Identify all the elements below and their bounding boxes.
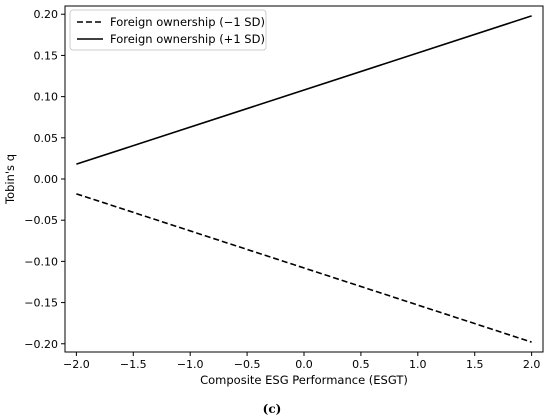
legend: Foreign ownership (−1 SD) Foreign ownersh… — [69, 9, 267, 51]
y-axis-label: Tobin's q — [3, 154, 17, 205]
x-tick-label: 0.0 — [295, 358, 313, 371]
x-tick-label: −1.5 — [120, 358, 147, 371]
x-axis: −2.0 −1.5 −1.0 −0.5 0.0 0.5 1.0 1.5 2.0 — [63, 352, 540, 371]
legend-box — [69, 9, 267, 51]
y-tick-label: −0.10 — [24, 255, 58, 268]
y-tick-label: −0.20 — [24, 338, 58, 351]
y-tick-label: −0.15 — [24, 297, 58, 310]
x-axis-label: Composite ESG Performance (ESGT) — [200, 373, 408, 387]
y-tick-label: 0.00 — [34, 173, 59, 186]
y-axis: −0.20 −0.15 −0.10 −0.05 0.00 0.05 0.10 0.15 0.20 — [24, 8, 65, 351]
series-line-2 — [76, 15, 532, 165]
plot-area — [64, 5, 544, 353]
legend-label-1: Foreign ownership (−1 SD) — [110, 15, 265, 29]
legend-label-2: Foreign ownership (+1 SD) — [110, 32, 265, 46]
series-line-1 — [76, 193, 532, 343]
x-tick-label: 1.0 — [409, 358, 427, 371]
y-tick-label: −0.05 — [24, 214, 58, 227]
figure-caption: (c) — [263, 402, 282, 416]
x-tick-label: −2.0 — [63, 358, 90, 371]
plot-frame — [64, 5, 544, 353]
x-tick-label: −1.0 — [177, 358, 204, 371]
y-tick-label: 0.20 — [34, 8, 59, 21]
x-tick-label: 2.0 — [523, 358, 541, 371]
x-tick-label: 0.5 — [352, 358, 370, 371]
x-tick-label: −0.5 — [234, 358, 261, 371]
y-tick-label: 0.10 — [34, 91, 59, 104]
y-tick-label: 0.05 — [34, 132, 59, 145]
x-tick-label: 1.5 — [466, 358, 484, 371]
y-tick-label: 0.15 — [34, 49, 59, 62]
series-layer — [76, 15, 532, 343]
